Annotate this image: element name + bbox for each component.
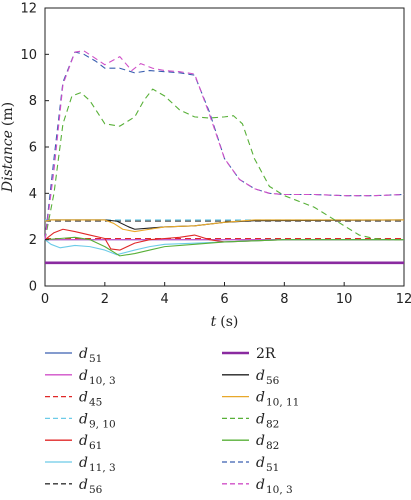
x-tick-label: 10	[336, 292, 353, 307]
x-tick-label: 8	[280, 292, 288, 307]
legend-item-twoR: 2R	[222, 346, 276, 362]
legend-label: d9, 10	[79, 411, 116, 430]
x-tick-label: 12	[396, 292, 411, 307]
y-tick-label: 12	[20, 2, 37, 17]
legend-item-d45: d45	[45, 390, 102, 409]
x-tick-label: 4	[161, 292, 169, 307]
x-tick-label: 6	[220, 292, 228, 307]
legend-label: d10, 11	[256, 390, 299, 409]
legend-item-d51a: d51	[45, 346, 102, 365]
y-tick-label: 0	[29, 280, 37, 295]
series-line-d51b	[44, 51, 405, 240]
legend-label: d61	[79, 433, 102, 452]
x-tick-label: 0	[41, 292, 49, 307]
x-axis-label: t (s)	[211, 314, 239, 330]
y-axis-label: Distance(m)	[0, 102, 16, 193]
legend-label: d56	[79, 477, 103, 496]
y-tick-label: 8	[29, 94, 37, 109]
series-line-d1011	[44, 219, 404, 233]
legend-item-d51b: d51	[222, 455, 279, 474]
legend-item-d56a: d56	[45, 477, 103, 496]
x-tick-label: 2	[101, 292, 109, 307]
legend-item-d56b: d56	[222, 368, 280, 387]
legend-item-d1011: d10, 11	[222, 390, 299, 409]
y-tick-label: 4	[29, 187, 37, 202]
legend-item-d103a: d10, 3	[45, 368, 116, 387]
legend-item-d113: d11, 3	[45, 455, 116, 474]
y-tick-label: 6	[29, 141, 37, 156]
legend-label: 2R	[256, 346, 276, 362]
legend-item-d61: d61	[45, 433, 102, 452]
legend: d51 d10, 3 d45 d9, 10 d61 d11, 3 d56 2R d56 d10, …	[45, 346, 299, 496]
legend-label: d10, 3	[256, 477, 293, 496]
legend-label: d56	[256, 368, 280, 387]
legend-label: d45	[79, 390, 102, 409]
axes: 0 2 4 6 8 10 12 0 2 4 6 8 10 12 t (s) Distance(m)	[0, 2, 411, 331]
legend-label: d82	[256, 411, 279, 430]
y-tick-label: 2	[29, 233, 37, 248]
legend-label: d10, 3	[79, 368, 116, 387]
legend-item-d103b: d10, 3	[222, 477, 293, 496]
series-line-d82a	[44, 88, 404, 241]
legend-label: d51	[79, 346, 102, 365]
legend-item-d82a: d82	[222, 411, 279, 430]
series-lines	[44, 50, 405, 265]
legend-label: d51	[256, 455, 279, 474]
legend-item-d82b: d82	[222, 433, 279, 452]
legend-label: d11, 3	[79, 455, 116, 474]
series-line-d82b	[44, 236, 404, 257]
legend-label: d82	[256, 433, 279, 452]
y-tick-label: 10	[20, 48, 37, 63]
series-line-d103b	[44, 50, 405, 240]
legend-item-d910: d9, 10	[45, 411, 116, 430]
